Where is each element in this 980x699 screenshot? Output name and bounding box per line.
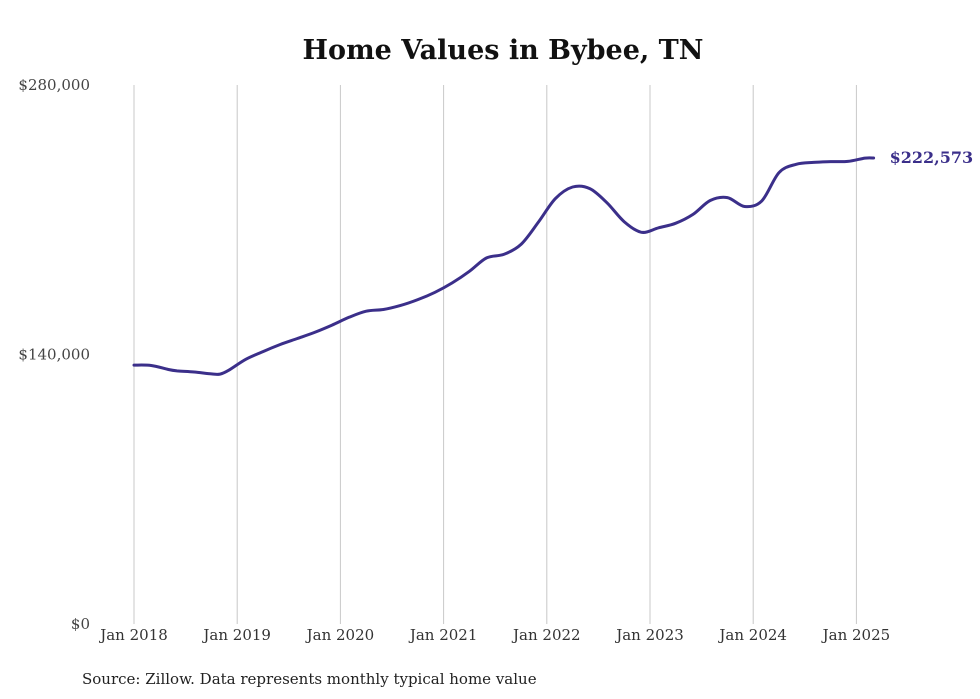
x-tick-label: Jan 2023	[614, 626, 684, 644]
y-tick-label: $0	[71, 615, 90, 633]
y-tick-label: $140,000	[18, 346, 90, 364]
gridlines	[133, 85, 857, 624]
x-tick-label: Jan 2018	[98, 626, 168, 644]
end-value-label: $222,573	[890, 148, 974, 167]
y-tick-label: $280,000	[18, 76, 90, 94]
x-tick-label: Jan 2025	[821, 626, 891, 644]
x-tick-label: Jan 2019	[201, 626, 271, 644]
home-value-line	[132, 156, 876, 376]
chart-title: Home Values in Bybee, TN	[303, 35, 704, 66]
x-axis-ticks: Jan 2018 Jan 2019 Jan 2020 Jan 2021 Jan 2022…	[98, 626, 890, 644]
y-axis-ticks: $0 $140,000 $280,000	[18, 76, 90, 633]
x-tick-label: Jan 2021	[408, 626, 478, 644]
x-tick-label: Jan 2022	[511, 626, 581, 644]
x-tick-label: Jan 2020	[305, 626, 375, 644]
x-tick-label: Jan 2024	[717, 626, 787, 644]
source-note: Source: Zillow. Data represents monthly …	[82, 670, 537, 688]
